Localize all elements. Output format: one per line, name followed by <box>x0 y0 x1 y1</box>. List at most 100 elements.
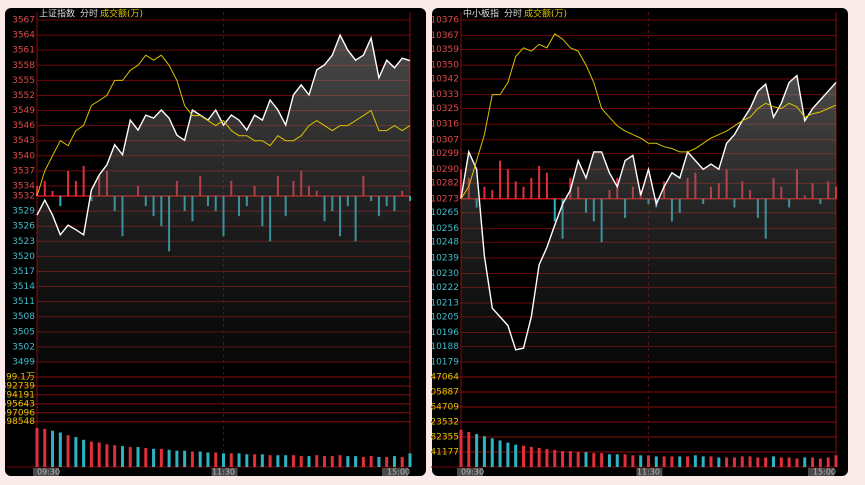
x-tick-box <box>808 468 834 476</box>
y-tick-label: 3514 <box>12 282 35 292</box>
volume-tick-label: 705887 <box>425 387 459 397</box>
y-tick-label: 10359 <box>430 45 459 55</box>
y-tick-label: 10205 <box>430 312 459 322</box>
volume-bar <box>392 456 396 467</box>
y-tick-label: 10350 <box>430 61 459 71</box>
volume-bar <box>361 457 365 467</box>
volume-bar <box>377 457 381 467</box>
volume-bar <box>400 457 404 467</box>
volume-bar <box>206 452 210 467</box>
y-tick-label: 3543 <box>12 136 35 146</box>
y-tick-label: 10299 <box>430 149 459 159</box>
y-tick-label: 3555 <box>12 76 35 86</box>
volume-bar <box>354 456 358 467</box>
volume-tick-label: 141177 <box>425 448 459 458</box>
volume-bar <box>315 455 319 467</box>
y-tick-label: 3546 <box>12 121 35 131</box>
volume-bar <box>190 451 194 467</box>
y-tick-label: 10325 <box>430 104 459 114</box>
volume-bar <box>568 451 572 467</box>
y-tick-label: 10222 <box>430 283 459 293</box>
volume-bar <box>245 454 249 467</box>
y-tick-label: 10307 <box>430 135 459 145</box>
y-tick-label: 3523 <box>12 237 35 247</box>
volume-bar <box>576 452 580 467</box>
volume-bar <box>260 454 264 467</box>
x-tick-label: 15:00 <box>813 468 836 477</box>
volume-tick-label: 695643 <box>1 399 35 409</box>
y-tick-label: 3529 <box>12 207 35 217</box>
volume-bar <box>385 457 389 467</box>
volume-bar <box>144 447 148 467</box>
volume-bar <box>307 456 311 467</box>
y-tick-label: 3534 <box>12 181 35 191</box>
volume-tick-label: 498548 <box>1 417 36 427</box>
x-tick-label: 11:30 <box>637 468 660 477</box>
volume-bar <box>323 456 327 467</box>
volume-bar <box>662 456 666 467</box>
volume-bar <box>764 457 768 467</box>
volume-bar <box>522 445 525 467</box>
strength-bar <box>553 198 556 222</box>
y-tick-label: 3508 <box>12 312 35 322</box>
y-tick-label: 10239 <box>430 253 459 263</box>
strength-bar <box>491 190 494 199</box>
y-tick-label: 10333 <box>430 90 459 100</box>
volume-bar <box>338 455 342 467</box>
price-area <box>37 35 410 362</box>
volume-bar <box>369 456 373 467</box>
volume-bar <box>779 457 783 467</box>
volume-bar <box>717 457 721 467</box>
strength-bar <box>59 196 62 207</box>
volume-bar <box>408 453 412 467</box>
volume-bar <box>803 457 807 467</box>
y-tick-label: 10230 <box>430 269 459 279</box>
y-tick-label: 3540 <box>12 151 35 161</box>
volume-bar <box>128 447 132 467</box>
volume-bar <box>607 454 611 467</box>
volume-bar <box>183 450 187 467</box>
volume-bar <box>120 446 124 467</box>
y-tick-label: 10265 <box>430 208 459 218</box>
volume-bar <box>51 430 55 467</box>
x-tick-box <box>636 468 663 476</box>
volume-bar <box>167 449 171 467</box>
y-tick-label: 3526 <box>12 222 35 232</box>
volume-bar <box>229 453 233 467</box>
volume-tick-label: 423532 <box>425 418 459 428</box>
volume-bar <box>159 448 163 467</box>
y-tick-label: 10342 <box>430 75 459 85</box>
volume-bar <box>152 448 156 467</box>
strength-bar <box>460 169 462 199</box>
volume-bar <box>670 456 674 467</box>
strength-bar <box>522 186 525 199</box>
y-tick-label: 3564 <box>12 31 35 41</box>
volume-bar <box>615 454 619 467</box>
volume-bar <box>748 456 752 467</box>
strength-bar <box>74 180 77 197</box>
price-line <box>36 33 411 237</box>
price-line <box>460 74 837 351</box>
volume-bar <box>725 457 729 467</box>
volume-bar <box>97 442 101 467</box>
volume-bar <box>222 453 225 467</box>
volume-tick-label: 847064 <box>425 373 460 383</box>
y-tick-label: 10316 <box>430 120 459 130</box>
volume-bar <box>756 457 760 467</box>
chart-subtitle: 分时 <box>80 8 98 20</box>
volume-bar <box>475 434 479 467</box>
volume-tick-label: 564709 <box>425 403 460 413</box>
volume-bar <box>818 458 822 467</box>
volume-bar <box>105 444 109 467</box>
y-tick-label: 3537 <box>12 166 35 176</box>
volume-bar <box>330 456 334 467</box>
y-tick-label: 10188 <box>430 342 459 352</box>
strength-bar <box>36 185 38 197</box>
volume-bar <box>74 437 78 467</box>
volume-bar <box>490 438 494 467</box>
volume-title: 成交额(万) <box>100 8 143 20</box>
volume-bar <box>600 453 604 467</box>
volume-tick-label: 99.1万 <box>6 373 35 383</box>
volume-bar <box>811 457 815 467</box>
